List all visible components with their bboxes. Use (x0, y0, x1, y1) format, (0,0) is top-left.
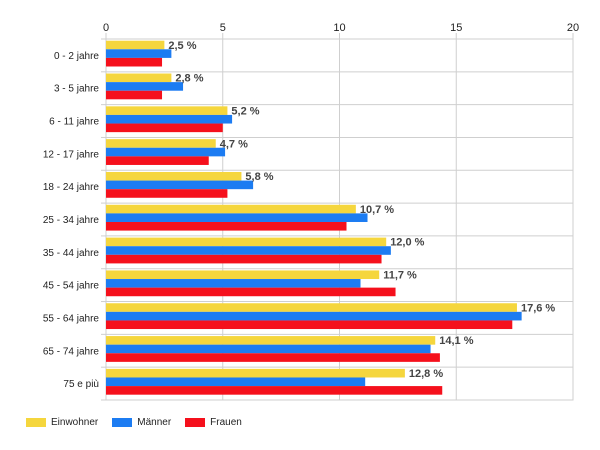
data-label: 11,7 % (383, 270, 417, 282)
y-tick-label: 25 - 34 jahre (43, 215, 100, 226)
bar-m-nner (106, 213, 368, 222)
legend-swatch-einwohner (26, 418, 46, 427)
bar-frauen (106, 156, 209, 165)
bar-einwohner (106, 106, 228, 115)
bar-frauen (106, 353, 440, 362)
x-tick-label: 20 (567, 22, 579, 34)
y-tick-label: 45 - 54 jahre (43, 281, 100, 292)
bar-m-nner (106, 114, 233, 124)
x-tick-label: 0 (103, 22, 109, 34)
bar-einwohner (106, 336, 436, 345)
legend-label-frauen: Frauen (210, 417, 242, 428)
x-tick-label: 10 (333, 22, 345, 34)
legend-item-frauen: Frauen (185, 417, 242, 428)
bar-m-nner (106, 279, 361, 288)
bar-m-nner (106, 82, 184, 91)
bar-frauen (106, 386, 443, 395)
bar-m-nner (106, 49, 172, 58)
y-tick-label: 65 - 74 jahre (43, 346, 100, 357)
y-tick-label: 35 - 44 jahre (43, 248, 100, 259)
y-tick-label: 3 - 5 jahre (54, 84, 99, 95)
bar-einwohner (106, 204, 356, 214)
bar-m-nner (106, 377, 366, 387)
bar-frauen (106, 189, 228, 198)
bar-einwohner (106, 270, 380, 280)
bar-m-nner (106, 311, 522, 321)
data-label: 2,5 % (168, 40, 196, 52)
data-label: 5,2 % (231, 105, 259, 117)
bar-frauen (106, 287, 396, 297)
bar-einwohner (106, 73, 172, 83)
legend-swatch-frauen (185, 418, 206, 427)
x-tick-label: 15 (450, 22, 462, 34)
bar-m-nner (106, 344, 431, 354)
data-label: 17,6 % (521, 302, 555, 314)
bar-frauen (106, 123, 223, 133)
bar-frauen (106, 221, 347, 231)
x-tick-label: 5 (220, 22, 226, 34)
bar-frauen (106, 57, 163, 67)
bar-einwohner (106, 40, 165, 50)
y-tick-label: 75 e più (63, 379, 99, 390)
legend-item-maenner: Männer (112, 417, 171, 428)
data-label: 12,0 % (390, 237, 424, 249)
legend-item-einwohner: Einwohner (26, 417, 98, 428)
legend-swatch-maenner (112, 418, 133, 427)
legend: Einwohner Männer Frauen (26, 417, 256, 428)
data-label: 14,1 % (439, 335, 473, 347)
data-label: 10,7 % (360, 204, 394, 216)
bar-einwohner (106, 171, 242, 181)
bar-einwohner (106, 139, 216, 148)
bar-frauen (106, 254, 382, 264)
data-label: 5,8 % (245, 171, 273, 183)
y-tick-label: 18 - 24 jahre (43, 182, 100, 193)
data-label: 12,8 % (409, 368, 443, 380)
bar-frauen (106, 320, 513, 330)
y-tick-label: 55 - 64 jahre (43, 313, 100, 324)
legend-label-maenner: Männer (137, 417, 172, 428)
y-tick-label: 6 - 11 jahre (49, 117, 99, 128)
data-label: 2,8 % (175, 73, 203, 85)
bar-m-nner (106, 246, 391, 255)
bar-frauen (106, 90, 163, 100)
bar-m-nner (106, 180, 254, 190)
legend-label-einwohner: Einwohner (51, 417, 99, 428)
y-tick-label: 0 - 2 jahre (54, 51, 99, 62)
y-tick-label: 12 - 17 jahre (43, 149, 100, 160)
bar-einwohner (106, 303, 517, 312)
data-label: 4,7 % (220, 138, 248, 150)
bar-einwohner (106, 368, 405, 378)
bar-einwohner (106, 237, 387, 247)
bar-m-nner (106, 147, 226, 157)
